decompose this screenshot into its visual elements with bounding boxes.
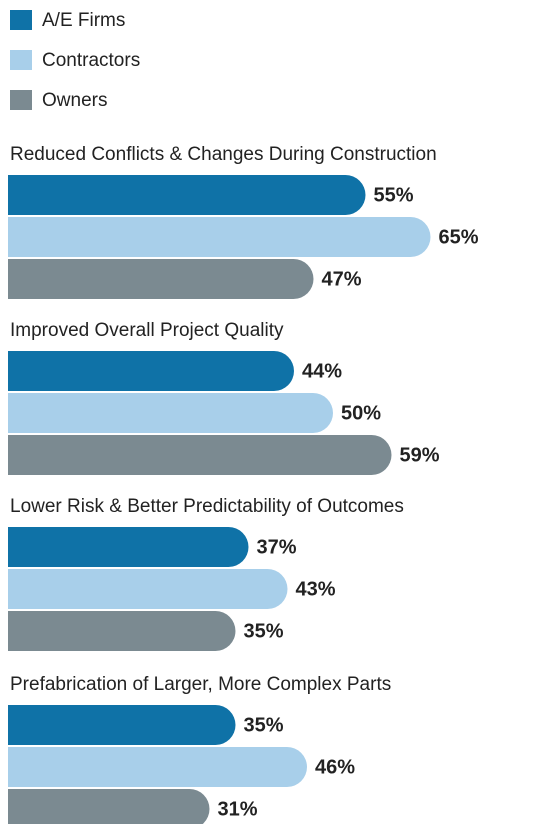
bar: [8, 789, 210, 824]
value-label: 46%: [315, 756, 355, 778]
legend-label: Owners: [42, 90, 107, 111]
legend-label: A/E Firms: [42, 10, 125, 31]
bar: [8, 435, 392, 475]
category-title: Reduced Conflicts & Changes During Const…: [10, 144, 437, 165]
value-label: 43%: [296, 578, 336, 600]
value-label: 59%: [400, 444, 440, 466]
legend-swatch: [10, 90, 32, 110]
bar: [8, 747, 307, 787]
bar: [8, 527, 249, 567]
value-label: 55%: [374, 184, 414, 206]
bar: [8, 259, 314, 299]
legend-swatch: [10, 10, 32, 30]
value-label: 35%: [244, 620, 284, 642]
bar: [8, 705, 236, 745]
value-label: 50%: [341, 402, 381, 424]
category-title: Lower Risk & Better Predictability of Ou…: [10, 496, 404, 517]
bar: [8, 217, 431, 257]
value-label: 65%: [439, 226, 479, 248]
value-label: 44%: [302, 360, 342, 382]
bar: [8, 569, 288, 609]
value-label: 31%: [218, 798, 258, 820]
bar: [8, 393, 333, 433]
legend-swatch: [10, 50, 32, 70]
value-label: 47%: [322, 268, 362, 290]
bar: [8, 175, 366, 215]
value-label: 37%: [257, 536, 297, 558]
value-label: 35%: [244, 714, 284, 736]
bar: [8, 611, 236, 651]
bar: [8, 351, 294, 391]
legend-label: Contractors: [42, 50, 140, 71]
category-title: Improved Overall Project Quality: [10, 320, 284, 341]
category-title: Prefabrication of Larger, More Complex P…: [10, 674, 391, 695]
